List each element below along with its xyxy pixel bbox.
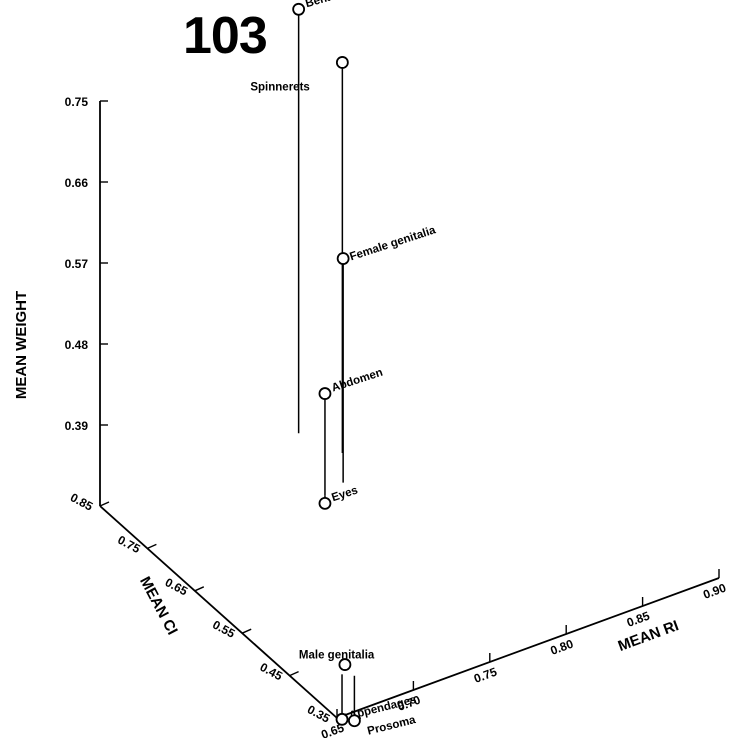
y-tick-mark (241, 628, 252, 634)
data-point (335, 56, 349, 69)
z-axis-title: MEAN WEIGHT (13, 291, 30, 399)
z-tick-label: 0.48 (65, 338, 89, 352)
y-tick-mark (194, 586, 205, 592)
data-point-label: Female genitalia (348, 224, 437, 263)
chart-marks: Behavior Spinnerets Female genitalia Abdome… (250, 0, 437, 738)
data-point (338, 658, 352, 671)
data-point-label: Behavior (304, 0, 355, 10)
data-point (292, 2, 306, 16)
y-axis-line (99, 505, 338, 719)
z-tick-label: 0.39 (65, 419, 89, 433)
data-point (347, 714, 361, 728)
y-tick-mark (99, 501, 110, 507)
data-point-label: Spinnerets (250, 81, 309, 93)
y-tick-label: 0.65 (163, 575, 190, 598)
y-tick-label: 0.35 (305, 702, 332, 725)
data-point (318, 387, 332, 400)
page-number: 103 (183, 7, 268, 65)
y-tick-mark (147, 543, 157, 550)
data-point (318, 496, 332, 510)
y-tick-label: 0.85 (68, 490, 95, 513)
y-tick-mark (289, 670, 299, 677)
x-axis-line (336, 577, 720, 719)
y-tick-label: 0.45 (258, 660, 285, 683)
data-point (336, 252, 350, 265)
data-point-label: Prosoma (366, 714, 417, 738)
z-tick-label: 0.57 (65, 257, 89, 271)
data-point-label: Male genitalia (299, 650, 375, 662)
data-point (335, 712, 349, 726)
data-point-label: Abdomen (330, 367, 384, 395)
y-tick-label: 0.75 (115, 533, 142, 556)
z-tick-label: 0.75 (65, 95, 89, 109)
y-tick-label: 0.55 (210, 618, 237, 641)
z-tick-label: 0.66 (65, 176, 89, 190)
data-point-label: Eyes (330, 485, 359, 505)
chart-axes: 0.650.700.750.800.850.900.350.450.550.65… (13, 95, 728, 738)
